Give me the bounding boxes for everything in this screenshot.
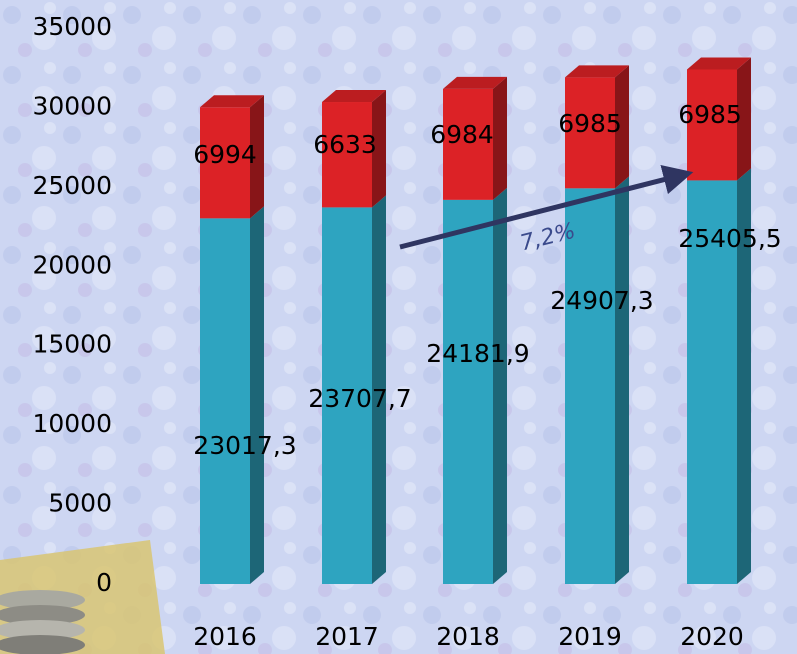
data-label: 6985: [678, 100, 742, 129]
y-tick-label: 5000: [48, 489, 112, 518]
y-tick-label: 0: [96, 568, 112, 597]
x-tick-label: 2017: [315, 622, 379, 651]
bar-segment: [200, 206, 264, 584]
data-label: 23017,3: [193, 431, 296, 460]
x-tick-label: 2018: [436, 622, 500, 651]
data-label: 24907,3: [550, 286, 653, 315]
y-tick-label: 25000: [32, 171, 112, 200]
bar-front: [443, 200, 493, 584]
bar-side: [493, 188, 507, 584]
data-label: 6984: [430, 120, 494, 149]
x-tick-label: 2016: [193, 622, 257, 651]
bar-segment: [443, 188, 507, 584]
bar-side: [250, 206, 264, 584]
coins-decoration: [0, 540, 165, 654]
y-tick-label: 20000: [32, 250, 112, 279]
data-label: 23707,7: [308, 384, 411, 413]
data-label: 6985: [558, 109, 622, 138]
bar-front: [565, 188, 615, 584]
y-tick-label: 35000: [32, 12, 112, 41]
y-tick-label: 30000: [32, 91, 112, 120]
y-tick-label: 10000: [32, 409, 112, 438]
x-tick-label: 2020: [680, 622, 744, 651]
bar-front: [200, 218, 250, 584]
data-label: 6994: [193, 140, 257, 169]
data-label: 6633: [313, 130, 377, 159]
y-tick-label: 15000: [32, 330, 112, 359]
bar-side: [493, 77, 507, 200]
data-label: 25405,5: [678, 224, 781, 253]
chart: 0 5000 10000 15000 20000 25000 30000 35000 2016 2…: [0, 0, 797, 654]
x-tick-label: 2019: [558, 622, 622, 651]
bar-side: [615, 176, 629, 584]
data-label: 24181,9: [426, 339, 529, 368]
